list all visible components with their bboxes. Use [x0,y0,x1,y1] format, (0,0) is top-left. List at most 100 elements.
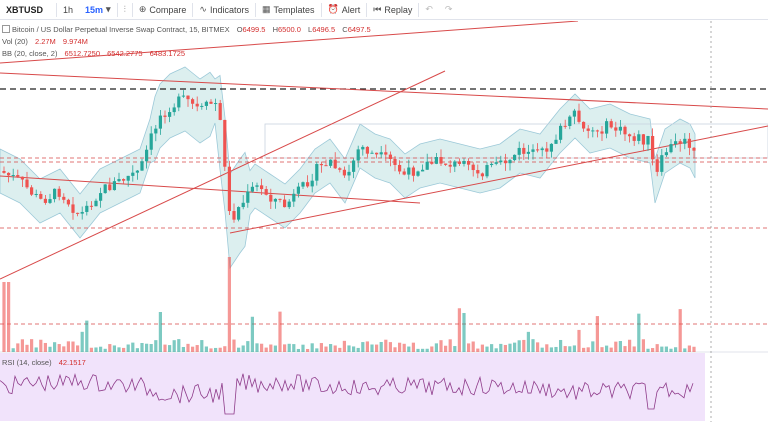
volume-bar [283,344,287,352]
candle-body [444,163,448,165]
volume-legend: Vol (20) 2.27M 9.974M [2,37,88,46]
volume-bar [641,339,645,352]
volume-bar [264,347,268,352]
trend-line-2 [0,70,446,280]
price-chart[interactable] [0,21,768,422]
templates-icon: ▦ [261,4,271,14]
candle-body [43,198,47,203]
candle-body [172,107,176,113]
volume-bar [177,339,181,352]
candle-body [352,160,356,172]
volume-bar [218,347,222,352]
open-value: 6499.5 [242,25,266,34]
alarm-clock-icon: ⏰ [327,4,339,14]
rsi-value: 42.1517 [58,358,86,367]
candle-body [273,198,277,202]
trend-line-1 [0,72,768,110]
volume-bar [191,346,195,352]
volume-bar [292,344,296,352]
candle-body [687,138,691,148]
candle-body [641,134,645,145]
candle-body [163,115,167,117]
volume-bar [430,346,434,352]
candle-body [145,149,149,162]
candle-body [467,161,471,165]
candle-body [292,193,296,202]
candle-body [425,161,429,170]
volume-bar [425,348,429,352]
volume-bar [692,346,696,352]
candle-body [30,187,34,195]
candle-body [669,144,673,153]
candle-body [365,146,369,154]
volume-bar [549,347,553,352]
open-label: O [236,25,243,34]
candle-body [664,152,668,156]
candle-body [20,176,24,180]
candle-body [131,172,135,176]
candle-body [191,99,195,104]
candle-body [57,188,61,197]
volume-bar [48,346,52,352]
templates-button[interactable]: ▦ Templates [256,0,321,20]
redo-button[interactable]: ↷ [439,0,459,20]
volume-bar [361,342,365,352]
collapse-icon[interactable] [2,25,10,33]
volume-bar [655,344,659,352]
alert-button[interactable]: ⏰ Alert [322,0,367,20]
volume-bar [315,348,319,352]
candle-body [48,199,52,203]
timeframe-15m[interactable]: 15m ▾ [79,0,117,20]
candle-body [140,161,144,171]
volume-bar [651,348,655,352]
candle-body [577,110,581,122]
candle-body [34,193,38,195]
volume-bar [11,348,15,352]
volume-bar [637,313,641,352]
candle-body [338,168,342,170]
volume-bar [200,340,204,352]
candle-body [536,149,540,151]
chart-pane[interactable]: Bitcoin / US Dollar Perpetual Inverse Sw… [0,21,768,422]
candle-body [398,164,402,172]
volume-bar [223,346,227,352]
candle-body [549,143,553,152]
compare-button[interactable]: ⊕ Compare [133,0,193,20]
candle-body [126,175,130,181]
candle-body [614,127,618,131]
volume-bar [20,339,24,352]
volume-bar [329,344,333,352]
volume-bar [16,343,20,352]
volume-bar [168,345,172,352]
volume-bar [526,331,530,352]
volume-bar [112,345,116,352]
volume-bar [434,343,438,352]
candle-body [402,171,406,175]
undo-button[interactable]: ↶ [419,0,439,20]
candle-body [223,119,227,167]
indicators-button[interactable]: ∿ Indicators [193,0,255,20]
rsi-legend: RSI (14, close) 42.1517 [2,358,86,367]
volume-bar [310,343,314,352]
candle-body [545,148,549,152]
timeframe-1h[interactable]: 1h [63,4,74,15]
symbol-search[interactable]: XBTUSD [6,4,44,15]
volume-bar [342,340,346,352]
compare-label: Compare [149,4,187,15]
candle-body [393,159,397,165]
candle-body [430,161,434,164]
replay-button[interactable]: ⏮ Replay [367,0,418,20]
candle-body [375,152,379,155]
volume-bar [209,348,213,352]
candle-body [283,199,287,208]
volume-bar [25,344,29,352]
separator [131,2,133,17]
volume-bar [444,345,448,352]
chart-type-button[interactable]: ⫶ [118,0,132,20]
candle-body [559,125,563,140]
volume-bar [411,342,415,352]
volume-bar [577,329,581,352]
candle-body [586,128,590,131]
volume-bar [563,346,567,352]
candle-body [563,125,567,127]
